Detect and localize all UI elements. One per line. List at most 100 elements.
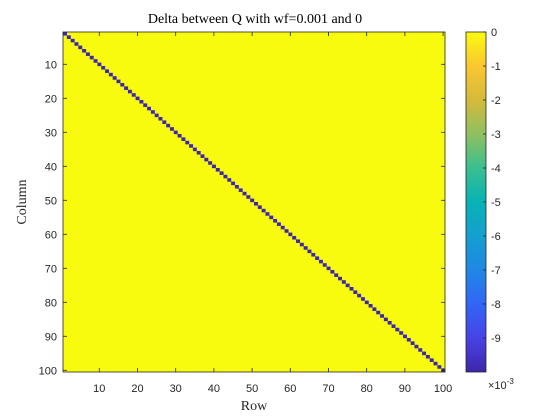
plot-area <box>62 31 446 373</box>
heatmap-cell <box>429 358 434 362</box>
heatmap-cell <box>154 113 159 118</box>
heatmap-cell <box>74 42 79 46</box>
heatmap-cell <box>372 307 377 311</box>
x-tick-label: 50 <box>246 383 258 395</box>
heatmap-cell <box>437 365 442 369</box>
heatmap-cell <box>303 246 308 250</box>
heatmap-cell <box>66 35 71 39</box>
heatmap-cell <box>418 348 423 352</box>
heatmap-cell <box>269 215 274 220</box>
x-tick-label: 90 <box>399 383 411 395</box>
heatmap-cell <box>383 317 388 322</box>
heatmap-cell <box>139 100 144 104</box>
plot-frame <box>62 31 446 373</box>
heatmap-cell <box>380 314 385 318</box>
heatmap-cell <box>338 276 343 281</box>
heatmap-cell <box>387 321 392 325</box>
heatmap-cell <box>307 249 312 254</box>
y-tick-label: 20 <box>45 93 57 105</box>
heatmap-cell <box>173 130 178 135</box>
heatmap-cell <box>402 334 407 339</box>
colorbar: 0-1-2-3-4-5-6-7-8-9 ×10-3 <box>465 27 514 392</box>
heatmap-cell <box>376 310 381 315</box>
heatmap-cell <box>353 290 358 294</box>
heatmap-cell <box>78 45 83 50</box>
heatmap-cell <box>326 266 331 271</box>
heatmap-cell <box>345 283 350 288</box>
heatmap-cell <box>234 185 239 189</box>
colorbar-ticks: 0 -1 -2 -3 -4 -5 -6 -7 -8 -9 <box>483 27 501 345</box>
heatmap-cell <box>360 297 365 301</box>
x-tick-label: 70 <box>322 383 334 395</box>
y-axis: 10 20 30 40 50 60 70 80 90 100 <box>39 59 445 377</box>
colorbar-tick-label: -6 <box>491 231 501 243</box>
heatmap-cell <box>93 59 98 63</box>
heatmap-cell <box>357 293 362 298</box>
heatmap-cell <box>181 137 186 141</box>
heatmap-cell <box>364 300 369 305</box>
heatmap-cell <box>433 361 438 366</box>
heatmap-cell <box>150 110 155 114</box>
heatmap-cell <box>82 49 87 53</box>
y-tick-label: 60 <box>45 229 57 241</box>
colorbar-tick-label: -3 <box>491 129 501 141</box>
heatmap-cell <box>391 324 396 328</box>
heatmap-cell <box>250 198 255 203</box>
heatmap-cell <box>311 253 316 257</box>
heatmap-cell <box>341 280 346 284</box>
y-tick-label: 100 <box>39 365 57 377</box>
heatmap-cell <box>85 52 90 56</box>
y-axis-label: Column <box>15 179 30 224</box>
heatmap-cell <box>334 273 339 277</box>
heatmap-cell <box>422 351 427 356</box>
heatmap-cell <box>108 72 113 77</box>
heatmap-cell <box>242 191 247 196</box>
y-tick-label: 50 <box>45 195 57 207</box>
heatmap-cell <box>124 86 129 90</box>
heatmap-cell <box>414 344 419 349</box>
heatmap-cell <box>192 147 197 152</box>
x-axis: 10 20 30 40 50 60 70 80 90 100 <box>93 32 452 395</box>
colorbar-tick-label: -8 <box>491 299 501 311</box>
heatmap-cell <box>276 222 281 226</box>
heatmap-cell <box>204 157 209 162</box>
heatmap-cell <box>399 331 404 335</box>
heatmap-cell <box>127 89 132 94</box>
heatmap-cell <box>162 120 167 124</box>
x-tick-label: 10 <box>93 383 105 395</box>
heatmap-cell <box>254 202 258 206</box>
diagonal-cells <box>63 32 446 373</box>
heatmap-cell <box>280 225 285 230</box>
heatmap-cell <box>112 76 117 80</box>
colorbar-tick-label: -1 <box>491 61 501 73</box>
heatmap-cell <box>261 208 266 213</box>
heatmap-cell <box>322 263 327 267</box>
heatmap-cell <box>105 69 109 73</box>
colorbar-tick-label: -4 <box>491 163 501 175</box>
x-axis-label: Row <box>241 399 268 414</box>
colorbar-exponent: ×10-3 <box>488 377 514 392</box>
heatmap-cell <box>158 117 163 121</box>
heatmap-cell <box>395 327 400 332</box>
heatmap-cell <box>101 66 106 70</box>
colorbar-tick-label: -7 <box>491 265 501 277</box>
x-tick-label: 30 <box>170 383 182 395</box>
heatmap-cell <box>288 232 293 237</box>
heatmap-cell <box>231 181 236 186</box>
heatmap-cell <box>200 154 205 158</box>
heatmap-cell <box>246 195 251 199</box>
x-tick-label: 40 <box>208 383 220 395</box>
heatmap-cell <box>238 188 243 192</box>
heatmap-cell <box>196 151 201 155</box>
x-tick-label: 60 <box>284 383 296 395</box>
heatmap-cell <box>273 219 278 223</box>
y-tick-label: 30 <box>45 127 57 139</box>
y-tick-label: 70 <box>45 263 57 275</box>
x-tick-label: 80 <box>361 383 373 395</box>
x-tick-label: 100 <box>434 383 452 395</box>
heatmap-cell <box>318 259 323 264</box>
heatmap-cell <box>223 174 228 179</box>
heatmap-cell <box>185 140 190 145</box>
heatmap-cell <box>63 32 67 36</box>
